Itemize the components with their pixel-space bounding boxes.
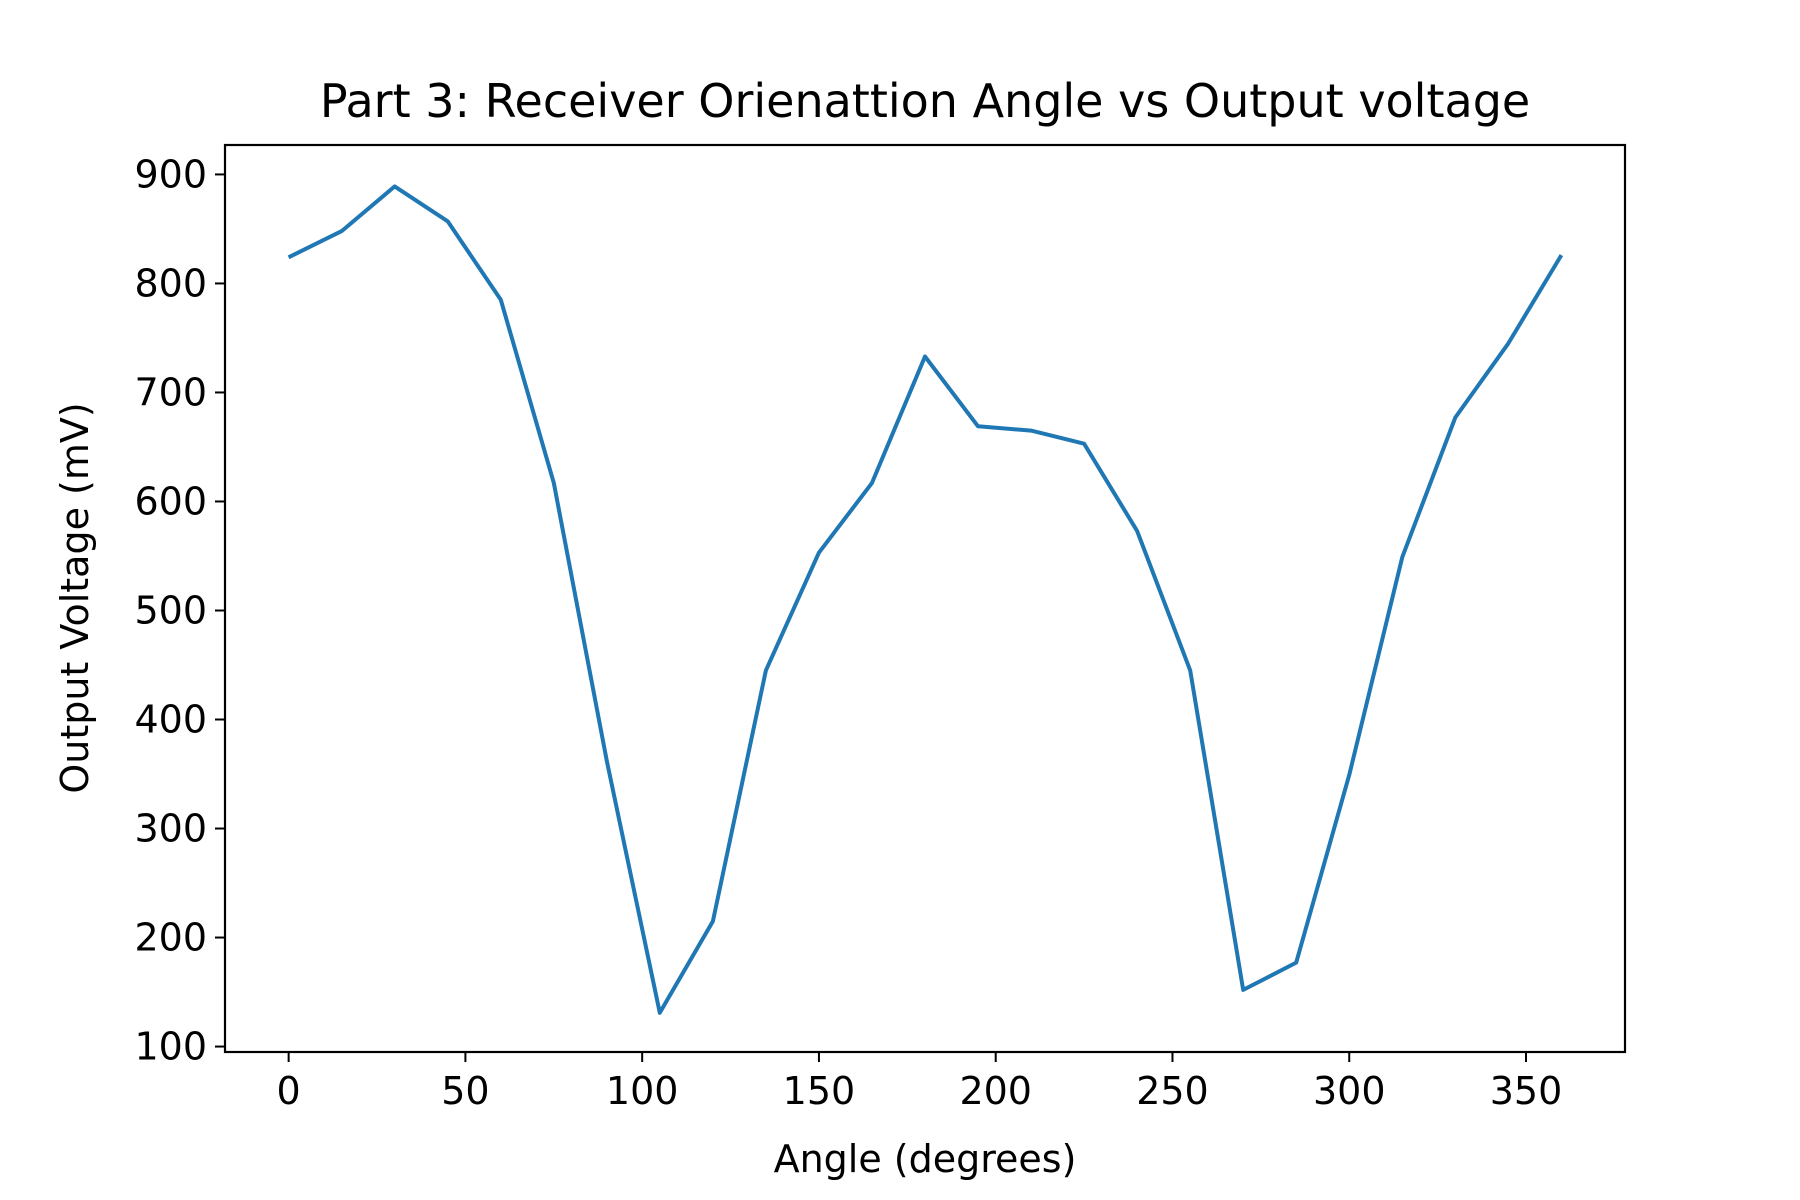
y-tick-label: 400 <box>134 698 207 742</box>
x-tick-label: 100 <box>606 1069 679 1113</box>
y-tick-label: 600 <box>134 479 207 523</box>
y-tick-label: 300 <box>134 807 207 851</box>
plot-frame <box>223 143 1627 1054</box>
x-tick-label: 200 <box>959 1069 1032 1113</box>
chart-title: Part 3: Receiver Orienattion Angle vs Ou… <box>320 74 1530 128</box>
plot-area <box>223 143 1627 1054</box>
y-axis: 100 200 300 400 500 600 700 800 900 <box>134 152 225 1069</box>
series-line <box>287 184 1564 1015</box>
y-tick-label: 800 <box>134 261 207 305</box>
x-axis: 0 50 100 150 200 250 300 350 <box>277 1052 1563 1113</box>
y-tick-label: 700 <box>134 370 207 414</box>
x-tick-label: 350 <box>1490 1069 1563 1113</box>
y-tick-label: 900 <box>134 152 207 196</box>
x-tick-label: 150 <box>783 1069 856 1113</box>
y-tick-label: 500 <box>134 588 207 632</box>
x-axis-label: Angle (degrees) <box>774 1137 1077 1181</box>
x-tick-label: 250 <box>1136 1069 1209 1113</box>
series-layer <box>287 184 1564 1015</box>
y-tick-label: 100 <box>134 1025 207 1069</box>
y-axis-label: Output Voltage (mV) <box>53 402 97 793</box>
x-tick-label: 300 <box>1313 1069 1386 1113</box>
x-tick-label: 0 <box>277 1069 301 1113</box>
x-tick-label: 50 <box>441 1069 489 1113</box>
y-tick-label: 200 <box>134 916 207 960</box>
